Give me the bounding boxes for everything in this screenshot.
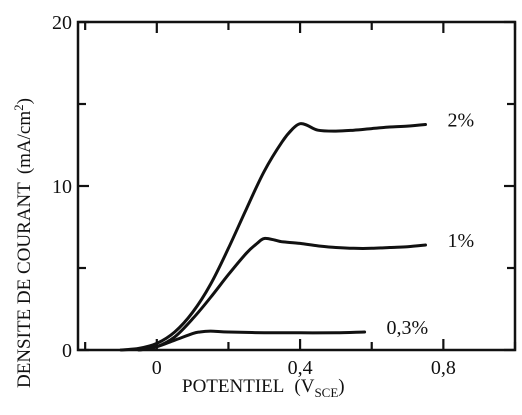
x-tick-label: 0 [152, 357, 162, 379]
series-label: 2% [447, 110, 474, 132]
series-line [119, 122, 427, 352]
series-label: 1% [447, 230, 474, 252]
y-tick-label: 10 [52, 176, 72, 198]
y-axis-title: DENSITE DE COURANT(mA/cm2) [11, 98, 35, 388]
plot-frame [76, 20, 517, 352]
axis-tick-labels: 0 0,4 0,8 0 10 20 [52, 12, 456, 379]
x-axis-title: POTENTIEL (VSCE) [182, 376, 345, 400]
series-line [137, 236, 427, 352]
axis-ticks [78, 20, 517, 352]
series-labels: 2% 1% 0,3% [387, 110, 475, 339]
y-tick-label: 0 [62, 340, 72, 362]
series-line [137, 329, 367, 352]
x-tick-label: 0,8 [431, 357, 456, 379]
series-label: 0,3% [387, 317, 429, 339]
x-tick-label: 0,4 [288, 357, 313, 379]
series-curves [119, 122, 427, 352]
y-tick-label: 20 [52, 12, 72, 34]
